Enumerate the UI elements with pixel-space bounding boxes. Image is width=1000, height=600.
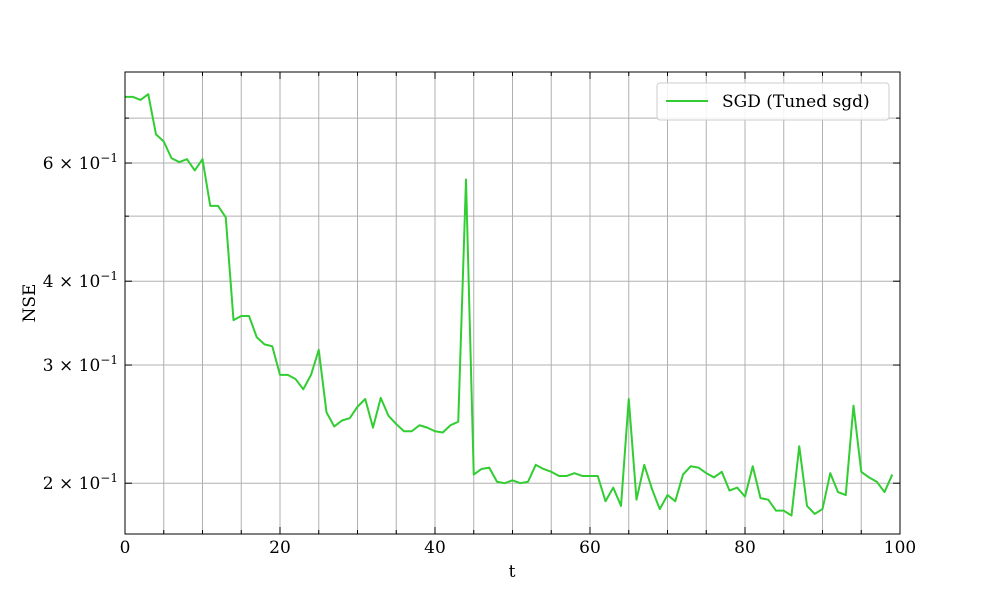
x-tick-labels: 0 20 40 60 80 100 bbox=[120, 538, 917, 558]
x-tick-label: 0 bbox=[120, 538, 131, 558]
y-tick-labels: 2 × 10−1 3 × 10−1 4 × 10−1 6 × 10−1 bbox=[43, 151, 118, 494]
x-tick-label: 100 bbox=[884, 538, 916, 558]
legend-label: SGD (Tuned sgd) bbox=[722, 92, 870, 112]
axis-ticks bbox=[124, 72, 901, 534]
grid-lines bbox=[125, 72, 900, 534]
series-lines bbox=[125, 93, 894, 517]
y-axis-label: NSE bbox=[20, 284, 40, 323]
y-tick-label: 2 × 10−1 bbox=[43, 471, 118, 494]
x-tick-label: 40 bbox=[424, 538, 446, 558]
x-axis-label: t bbox=[509, 562, 516, 582]
y-tick-label: 6 × 10−1 bbox=[43, 151, 118, 174]
x-tick-label: 20 bbox=[269, 538, 291, 558]
legend: SGD (Tuned sgd) bbox=[656, 82, 890, 121]
legend-box bbox=[656, 82, 890, 121]
x-tick-label: 60 bbox=[579, 538, 601, 558]
series-line bbox=[125, 93, 894, 517]
y-tick-label: 3 × 10−1 bbox=[43, 353, 118, 376]
x-tick-label: 80 bbox=[734, 538, 756, 558]
y-tick-label: 4 × 10−1 bbox=[43, 269, 118, 292]
